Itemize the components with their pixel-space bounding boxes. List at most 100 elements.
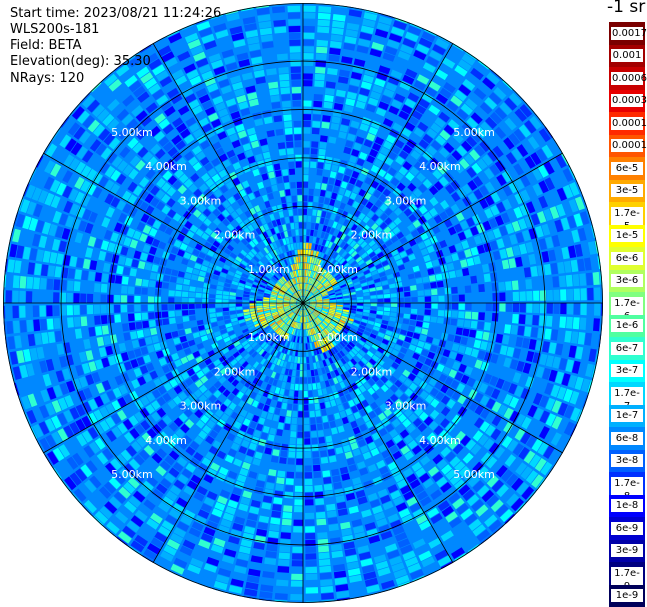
range-gate: [341, 210, 348, 219]
range-gate: [292, 404, 298, 411]
range-gate: [308, 295, 314, 300]
range-gate: [311, 216, 316, 223]
range-gate: [567, 215, 577, 229]
range-gate: [341, 250, 348, 258]
range-gate: [309, 304, 316, 307]
range-gate: [325, 88, 335, 96]
range-gate: [196, 314, 203, 320]
range-gate: [315, 216, 321, 224]
range-gate: [437, 317, 444, 324]
range-gate: [40, 318, 47, 331]
range-gate: [147, 304, 155, 312]
range-gate: [303, 397, 309, 404]
range-gate: [175, 316, 183, 323]
range-gate: [329, 297, 336, 300]
range-gate: [316, 416, 322, 424]
range-gate: [519, 291, 526, 301]
range-gate: [323, 232, 329, 240]
range-gate: [308, 383, 313, 391]
range-gate: [322, 246, 327, 254]
range-gate: [296, 451, 303, 459]
range-gate: [469, 149, 481, 161]
range-gate: [101, 273, 109, 283]
range-gate: [467, 237, 476, 247]
range-gate: [310, 161, 317, 169]
range-gate: [327, 67, 338, 76]
range-gate: [298, 411, 303, 418]
range-gate: [352, 65, 364, 74]
range-gate: [303, 229, 307, 236]
range-gate: [465, 303, 472, 311]
range-gate: [342, 311, 349, 315]
range-gate: [463, 320, 471, 328]
range-gate: [520, 174, 531, 188]
range-gate: [494, 215, 504, 226]
range-gate: [308, 285, 312, 291]
range-gate: [374, 28, 389, 39]
range-gate: [321, 183, 328, 191]
range-gate: [330, 250, 336, 258]
range-gate: [343, 305, 350, 308]
range-gate: [375, 318, 382, 324]
range-gate: [428, 80, 441, 92]
range-gate: [307, 293, 312, 299]
range-gate: [356, 308, 363, 312]
range-gate: [373, 113, 384, 123]
range-gate: [417, 309, 425, 315]
range-gate: [272, 504, 282, 512]
range-gate: [359, 32, 373, 41]
range-gate: [404, 303, 411, 308]
range-gate: [418, 37, 433, 49]
range-gate: [336, 298, 343, 301]
range-gate: [461, 183, 472, 195]
range-gate: [381, 280, 389, 286]
range-gate: [531, 167, 543, 181]
range-gate: [170, 324, 178, 331]
range-gate: [369, 291, 377, 296]
range-gate: [386, 273, 394, 280]
range-gate: [293, 397, 298, 404]
range-gate: [341, 118, 351, 126]
range-gate: [530, 327, 539, 338]
range-gate: [402, 144, 413, 154]
range-gate: [385, 269, 393, 275]
range-gate: [304, 492, 314, 499]
range-gate: [435, 93, 448, 105]
range-gate: [312, 107, 322, 115]
range-gate: [272, 449, 280, 457]
range-gate: [324, 490, 334, 498]
range-gate: [357, 129, 367, 138]
range-gate: [509, 113, 522, 127]
range-gate: [315, 258, 320, 265]
range-gate: [342, 293, 350, 297]
range-gate: [524, 326, 532, 337]
range-gate: [538, 128, 551, 143]
range-gate: [306, 229, 310, 236]
range-gate: [387, 151, 398, 161]
range-gate: [329, 307, 336, 310]
range-gate: [510, 269, 518, 280]
range-gate: [451, 191, 461, 202]
range-gate: [426, 56, 440, 68]
range-gate: [504, 324, 512, 334]
range-gate: [320, 456, 329, 464]
range-gate: [391, 161, 401, 171]
range-gate: [484, 97, 498, 110]
range-gate: [419, 68, 433, 79]
range-gate: [313, 464, 321, 472]
range-gate: [101, 325, 109, 335]
range-gate: [366, 61, 378, 71]
range-gate: [433, 266, 442, 274]
range-gate: [439, 129, 451, 141]
range-gate: [305, 290, 308, 297]
range-gate: [321, 292, 328, 296]
range-gate: [315, 296, 322, 300]
range-gate: [350, 215, 358, 223]
range-gate: [399, 329, 407, 336]
range-gate: [303, 384, 308, 391]
range-gate: [313, 471, 322, 479]
range-gate: [305, 256, 308, 263]
range-gate: [571, 360, 581, 374]
range-gate: [323, 301, 330, 303]
range-gate: [351, 224, 358, 232]
